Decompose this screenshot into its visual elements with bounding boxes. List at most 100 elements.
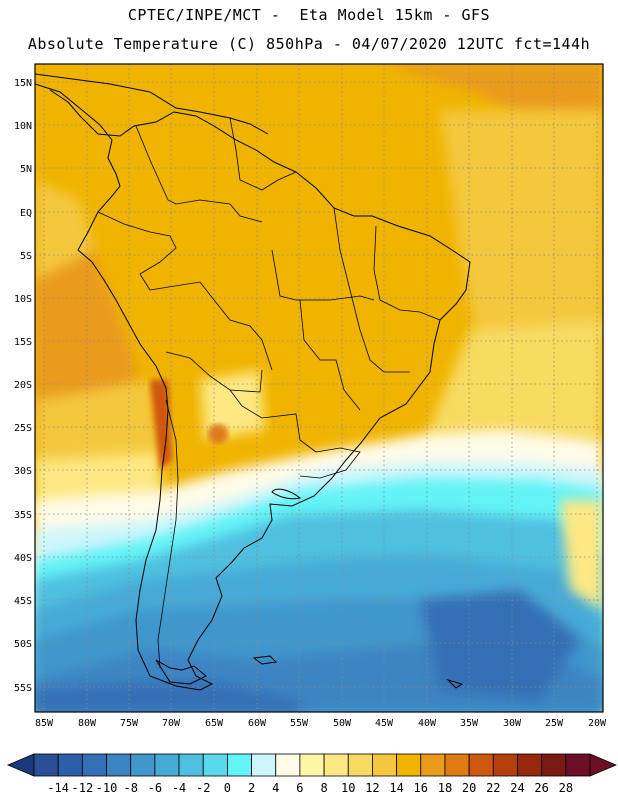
chart-title-line2: Absolute Temperature (C) 850hPa - 04/07/… [27,35,591,53]
colorbar-label: 28 [559,781,573,795]
lat-label: 45S [14,596,32,607]
border-brazil-internal-3 [299,299,361,411]
field-ne-warm [380,64,603,120]
colorbar-label: -8 [123,781,137,795]
lon-label: 20W [588,718,607,729]
colorbar-swatch [420,753,446,777]
map-frame [34,63,604,713]
south-america-coast [35,83,471,691]
border-paraguay [229,389,317,453]
colorbar-left-arrow [6,753,35,777]
colorbar-swatch [468,753,494,777]
falklands [252,655,278,665]
colorbar-swatch [154,753,180,777]
lon-label: 65W [205,718,224,729]
colorbar-swatch [323,753,349,777]
lon-label: 80W [78,718,97,729]
colorbar-swatches [6,753,618,777]
caribbean-coast [35,73,269,135]
colorbar-swatch [130,753,156,777]
colorbar-swatch [106,753,132,777]
border-peru-north [97,211,177,291]
colorbar-label: -2 [196,781,210,795]
colorbar-label: 0 [224,781,231,795]
colorbar-label: 26 [534,781,548,795]
lat-label: 15N [14,78,32,89]
tierra-del-fuego [155,659,207,685]
colorbar-label: -10 [96,781,118,795]
colorbar-label: 6 [296,781,303,795]
lat-axis: 15N 10N 5N EQ 5S 10S 15S 20S 25S 30S 35S… [14,78,32,694]
lon-label: 35W [460,718,479,729]
colorbar-label: 10 [341,781,355,795]
colorbar-swatch [444,753,470,777]
colorbar-label: -4 [172,781,186,795]
border-venezuela-colombia [135,125,263,223]
colorbar-label: 4 [272,781,279,795]
lon-label: 55W [290,718,309,729]
lon-axis: 85W 80W 75W 70W 65W 60W 55W 50W 45W 40W … [35,718,607,729]
field-interior-light [200,370,265,440]
colorbar-swatch [565,753,591,777]
lat-label: 25S [14,423,32,434]
colorbar-label: 8 [320,781,327,795]
colorbar-label: -12 [72,781,94,795]
graticule [35,64,603,712]
lat-label: 40S [14,553,32,564]
colorbar-swatch [178,753,204,777]
lat-label: 5S [20,251,32,262]
colorbar-swatch [251,753,277,777]
lon-label: 45W [375,718,394,729]
lon-label: 75W [120,718,139,729]
colorbar-label: -14 [47,781,69,795]
colorbar-swatch [492,753,518,777]
temperature-field [35,64,603,712]
chart-title-line1: CPTEC/INPE/MCT - Eta Model 15km - GFS [127,6,491,24]
border-bolivia-north [149,281,273,371]
lon-label: 25W [545,718,564,729]
colorbar-label: 20 [462,781,476,795]
lat-label: EQ [20,208,32,219]
field-deep-blue-east [420,590,580,700]
colorbar: -14 -12 -10 -8 -6 -4 -2 0 2 4 6 8 10 12 14 16 18 20 22 24 26… [6,753,618,795]
colorbar-swatch [372,753,398,777]
colorbar-swatch [57,753,83,777]
border-guianas [229,117,297,191]
colorbar-label: 16 [414,781,428,795]
temperature-map: 15N 10N 5N EQ 5S 10S 15S 20S 25S 30S 35S… [14,63,607,729]
colorbar-label: 14 [389,781,403,795]
lon-label: 40W [418,718,437,729]
lon-label: 85W [35,718,54,729]
colorbar-swatch [226,753,252,777]
border-chile-argentina [157,399,179,669]
colorbar-swatch [81,753,107,777]
lat-label: 50S [14,639,32,650]
lon-label: 60W [248,718,267,729]
colorbar-swatch [299,753,325,777]
lat-label: 10S [14,294,32,305]
border-uruguay [299,447,361,479]
coastlines [35,73,471,691]
lat-label: 20S [14,380,32,391]
country-borders [97,117,441,669]
lat-label: 5N [20,164,32,175]
field-deep-blue-south [35,680,300,712]
colorbar-label: 12 [365,781,379,795]
border-brazil-internal-4 [373,225,441,321]
colorbar-label: -6 [148,781,162,795]
field-chaco-hot [208,424,228,444]
colorbar-label: 22 [486,781,500,795]
colorbar-swatch [517,753,543,777]
field-atlantic-yellow [420,320,603,450]
colorbar-right-arrow [589,753,618,777]
colorbar-swatch [541,753,567,777]
colorbar-swatch [275,753,301,777]
lat-label: 55S [14,683,32,694]
colorbar-swatch [202,753,228,777]
colorbar-label: 24 [510,781,524,795]
colorbar-swatch [347,753,373,777]
colorbar-swatch [396,753,422,777]
lon-label: 30W [503,718,522,729]
lat-label: 30S [14,466,32,477]
field-pacific-orange [35,240,140,420]
